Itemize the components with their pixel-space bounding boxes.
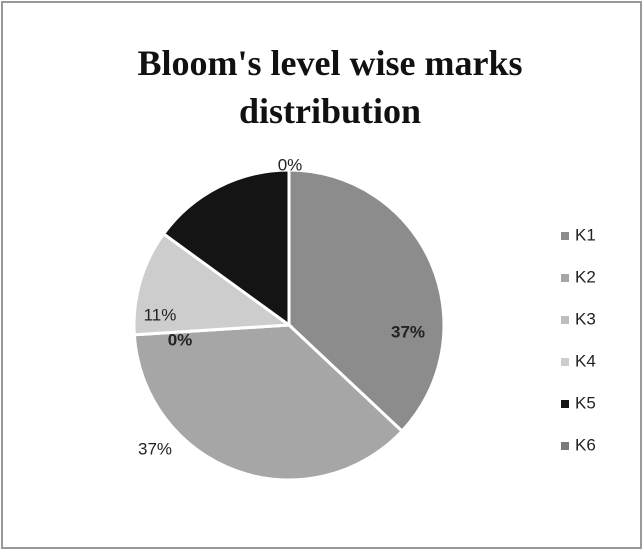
legend-label: K2: [575, 267, 596, 286]
legend-label: K6: [575, 435, 596, 454]
legend-label: K5: [575, 393, 596, 412]
chart-title: Bloom's level wise marks distribution: [138, 43, 523, 131]
legend-swatch: [561, 400, 569, 408]
data-label: 37%: [391, 322, 425, 341]
pie-slice: [287, 168, 446, 434]
pie-slice: [132, 231, 294, 337]
data-label: 0%: [278, 155, 303, 174]
legend-swatch: [561, 274, 569, 282]
legend-swatch: [561, 358, 569, 366]
legend-swatch: [561, 442, 569, 450]
data-label: 0%: [168, 330, 193, 349]
data-label: 37%: [138, 439, 172, 458]
pie-slice: [161, 168, 291, 328]
legend-label: K4: [575, 351, 596, 370]
legend-swatch: [561, 316, 569, 324]
pie-slice: [132, 323, 405, 482]
data-label: 11%: [144, 305, 177, 324]
legend-label: K3: [575, 309, 596, 328]
legend-label: K1: [575, 225, 596, 244]
legend-swatch: [561, 232, 569, 240]
